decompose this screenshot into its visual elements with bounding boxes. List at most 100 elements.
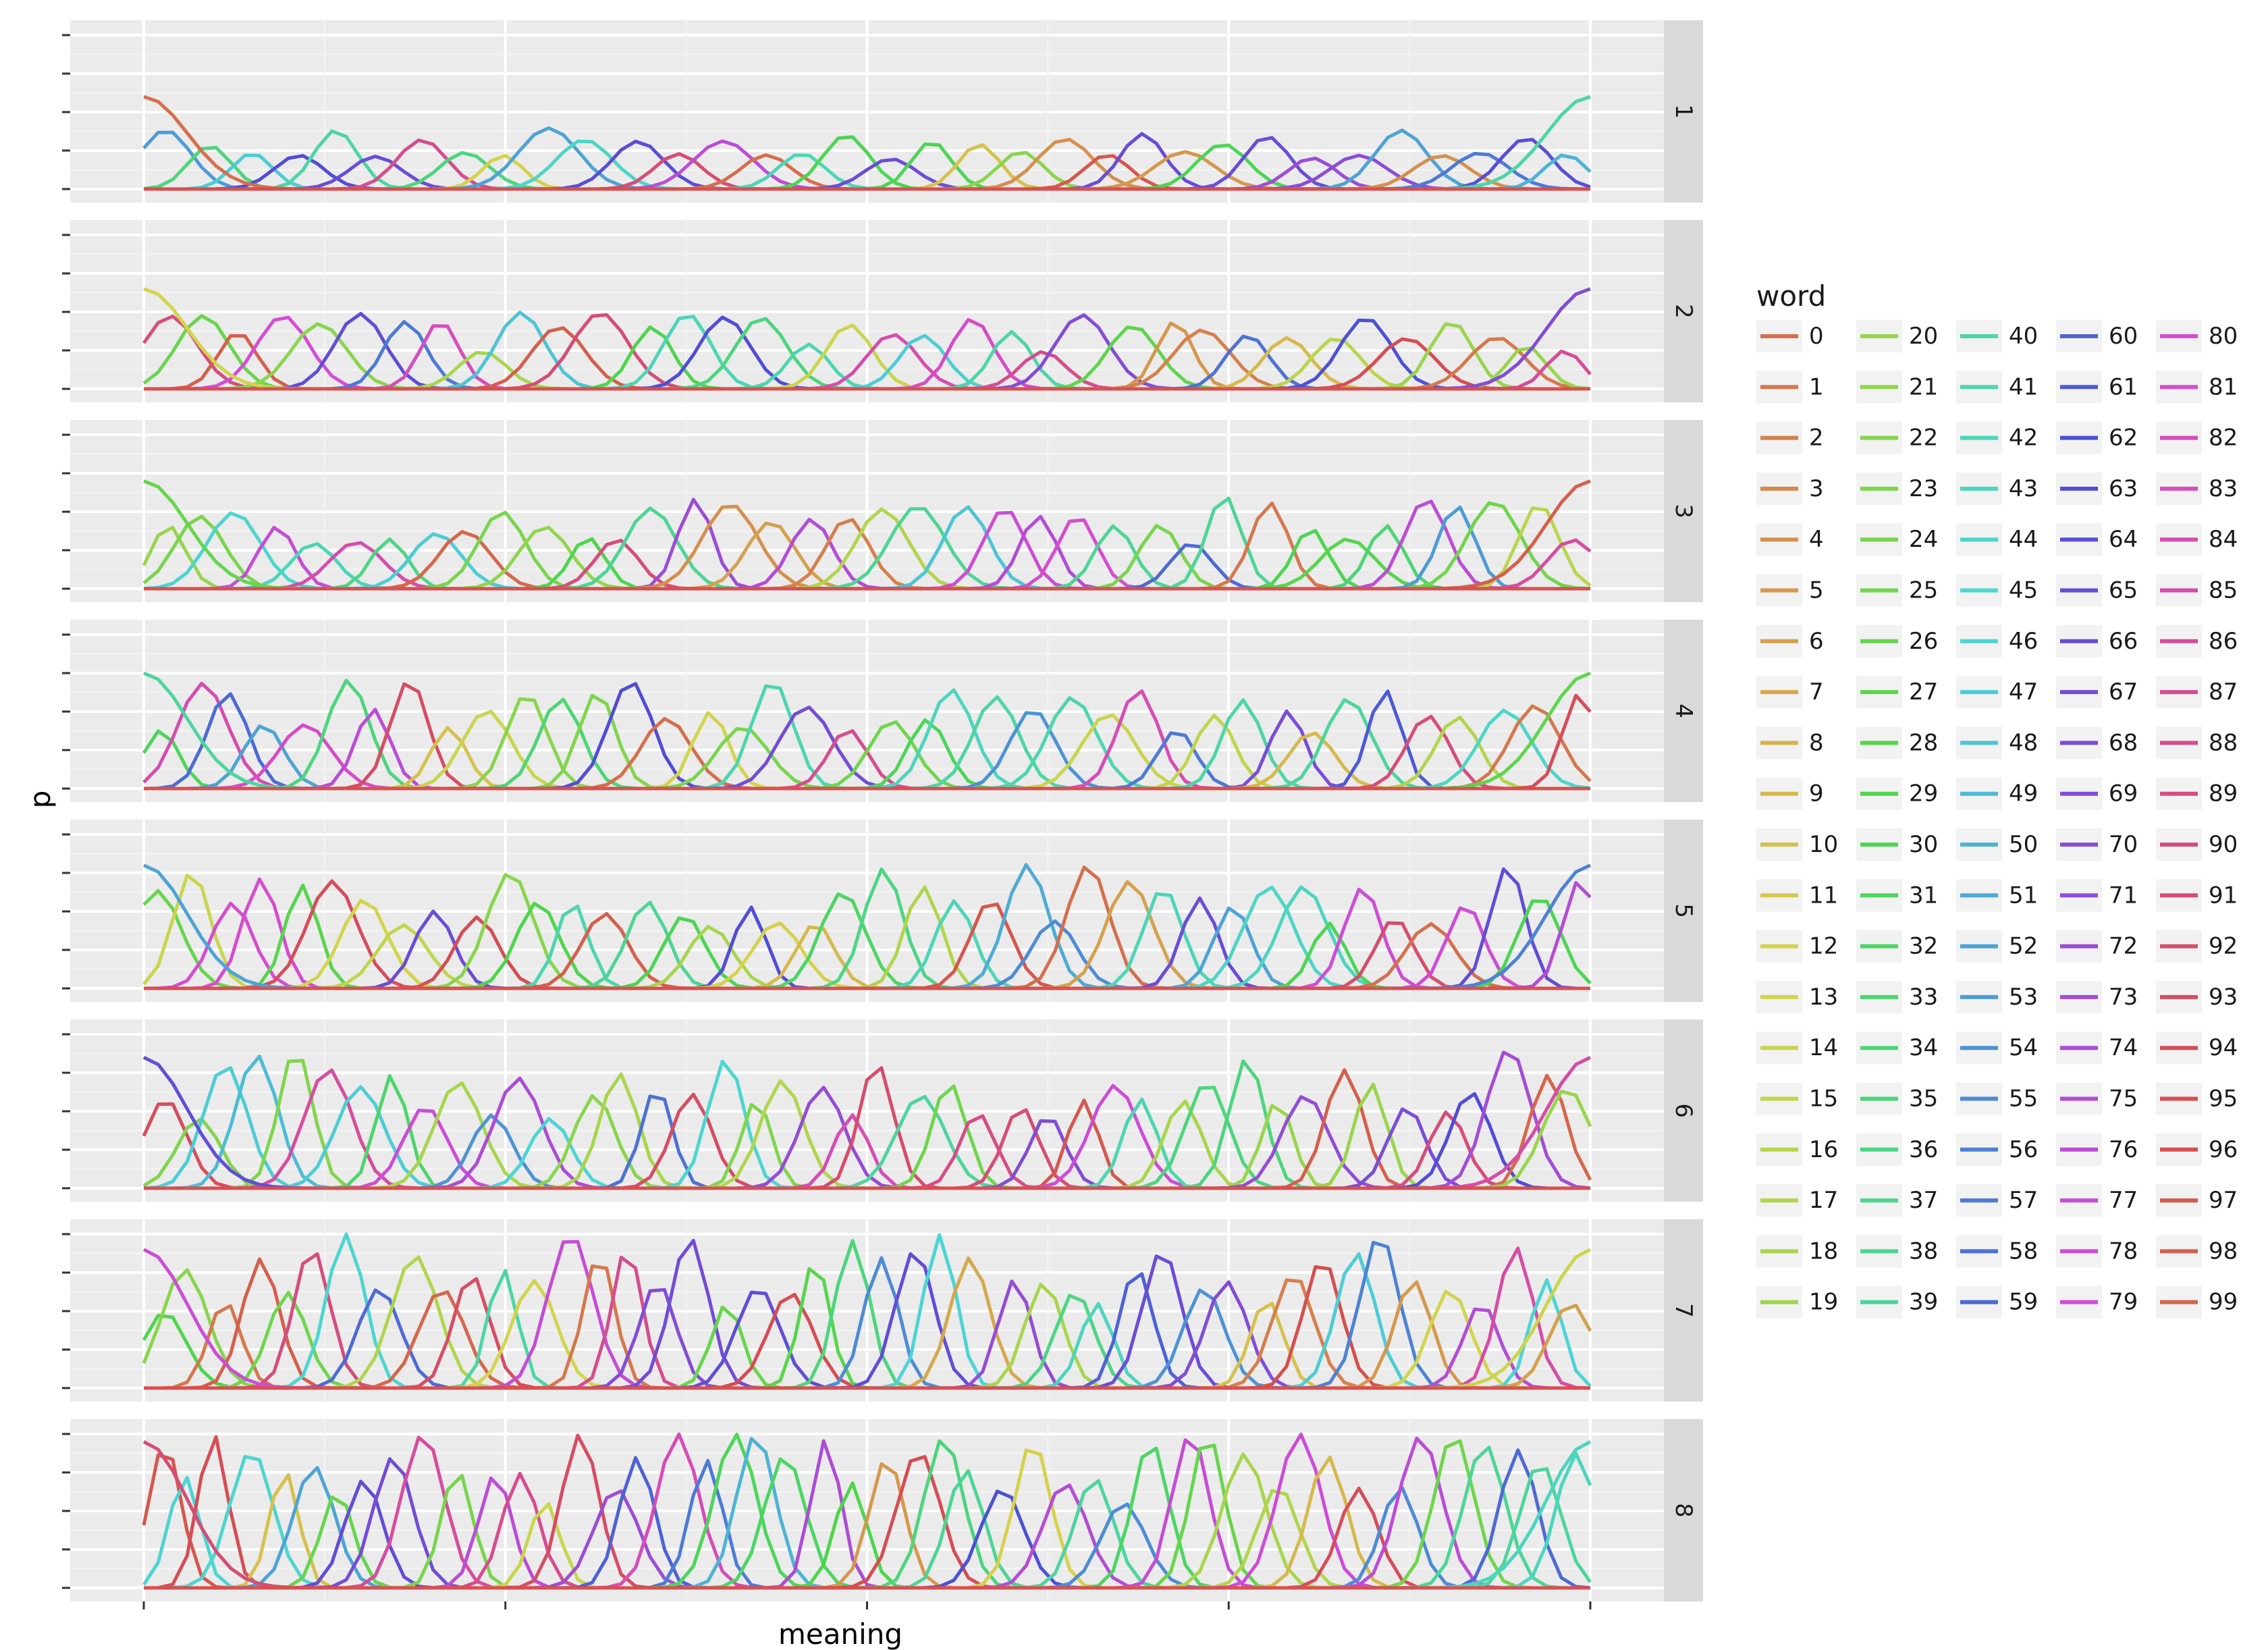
legend-entry: 15 [1756, 1082, 1838, 1115]
legend-label: 80 [2209, 323, 2238, 350]
legend-entry: 43 [1956, 472, 2038, 505]
facet-strip-label: 4 [1670, 703, 1697, 718]
legend-entry: 13 [1756, 980, 1838, 1013]
legend-label: 97 [2209, 1187, 2238, 1214]
legend-label: 2 [1809, 425, 1824, 452]
legend-label: 53 [2009, 984, 2038, 1011]
legend-entry: 24 [1856, 523, 1938, 556]
facet-panels: 1 2 3 4 5 6 7 8 [62, 20, 1703, 1601]
legend-label: 22 [1909, 425, 1938, 452]
legend-entry: 56 [1956, 1133, 2038, 1166]
facet-strip-label: 2 [1670, 304, 1697, 319]
legend-entry: 70 [2056, 828, 2138, 861]
legend-entry: 20 [1856, 320, 1938, 352]
legend-label: 7 [1809, 678, 1824, 706]
legend-label: 13 [1809, 984, 1838, 1011]
legend-label: 41 [2009, 373, 2038, 400]
legend-label: 21 [1909, 373, 1938, 400]
legend-entry: 36 [1856, 1133, 1938, 1166]
legend-label: 1 [1809, 373, 1824, 400]
legend-entry: 35 [1856, 1082, 1938, 1115]
legend-label: 89 [2209, 780, 2238, 807]
legend-entry: 9 [1756, 777, 1824, 810]
legend-label: 35 [1909, 1086, 1938, 1113]
series-lines [142, 1050, 1592, 1190]
legend-label: 11 [1809, 882, 1838, 909]
legend-entry: 27 [1856, 676, 1938, 709]
legend-entry: 10 [1756, 828, 1838, 861]
series-lines [142, 1232, 1592, 1390]
legend-label: 67 [2109, 678, 2138, 706]
legend-label: 4 [1809, 526, 1824, 553]
legend-entry: 94 [2156, 1032, 2238, 1065]
legend-entry: 92 [2156, 930, 2238, 963]
legend-label: 34 [1909, 1034, 1938, 1061]
legend-entry: 82 [2156, 421, 2238, 454]
series-lines [142, 1432, 1592, 1590]
legend-label: 51 [2009, 882, 2038, 909]
legend-label: 25 [1909, 577, 1938, 604]
legend-label: 16 [1809, 1136, 1838, 1163]
legend-label: 8 [1809, 729, 1824, 756]
legend-label: 65 [2109, 577, 2138, 604]
legend-label: 37 [1909, 1187, 1938, 1214]
legend-label: 96 [2209, 1136, 2238, 1163]
legend-label: 60 [2109, 323, 2138, 350]
legend-label: 85 [2209, 577, 2238, 604]
legend-label: 19 [1809, 1289, 1838, 1316]
legend-label: 64 [2109, 526, 2138, 553]
legend-entry: 14 [1756, 1032, 1838, 1065]
legend-label: 6 [1809, 628, 1824, 655]
legend-label: 90 [2209, 831, 2238, 858]
legend-entry: 97 [2156, 1184, 2238, 1217]
facet-strip-label: 5 [1670, 903, 1697, 918]
legend-label: 40 [2009, 323, 2038, 350]
legend-label: 31 [1909, 882, 1938, 909]
legend-entry: 8 [1756, 726, 1824, 760]
legend-entry: 49 [1956, 777, 2038, 810]
legend-entry: 57 [1956, 1184, 2038, 1217]
legend-label: 69 [2109, 780, 2138, 807]
legend-label: 76 [2109, 1136, 2138, 1163]
legend-entry: 99 [2156, 1285, 2238, 1319]
legend-label: 5 [1809, 577, 1824, 604]
series-lines [142, 287, 1592, 391]
legend-label: 42 [2009, 425, 2038, 452]
legend-label: 73 [2109, 984, 2138, 1011]
legend-label: 29 [1909, 780, 1938, 807]
legend-label: 9 [1809, 780, 1824, 807]
facet-strip [1664, 420, 1703, 602]
legend-entry: 71 [2056, 879, 2138, 912]
legend-label: 23 [1909, 475, 1938, 502]
legend-label: 20 [1909, 323, 1938, 350]
legend-label: 74 [2109, 1034, 2138, 1061]
legend-entry: 67 [2056, 676, 2138, 709]
legend-entry: 58 [1956, 1235, 2038, 1268]
facet-strip [1664, 820, 1703, 1002]
legend-label: 79 [2109, 1289, 2138, 1316]
facet-strip [1664, 1219, 1703, 1402]
legend-entry: 31 [1856, 879, 1938, 912]
facet-panel-8: 8 [62, 1419, 1703, 1601]
legend-label: 46 [2009, 628, 2038, 655]
legend-label: 12 [1809, 933, 1838, 960]
legend-entry: 69 [2056, 777, 2138, 810]
legend-entry: 5 [1756, 574, 1824, 607]
legend-label: 48 [2009, 729, 2038, 756]
legend-entry: 93 [2156, 980, 2238, 1013]
legend-label: 33 [1909, 984, 1938, 1011]
x-axis-title: meaning [778, 1618, 902, 1650]
legend-entry: 96 [2156, 1133, 2238, 1166]
legend-entry: 91 [2156, 879, 2238, 912]
facet-strip-label: 6 [1670, 1103, 1697, 1118]
legend-entry: 45 [1956, 574, 2038, 607]
legend-label: 27 [1909, 678, 1938, 706]
legend-entry: 52 [1956, 930, 2038, 963]
legend-label: 66 [2109, 628, 2138, 655]
legend-entry: 46 [1956, 624, 2038, 658]
legend-label: 98 [2209, 1238, 2238, 1265]
legend-label: 24 [1909, 526, 1938, 553]
legend-label: 92 [2209, 933, 2238, 960]
legend-entry: 21 [1856, 371, 1938, 404]
legend-label: 83 [2209, 475, 2238, 502]
